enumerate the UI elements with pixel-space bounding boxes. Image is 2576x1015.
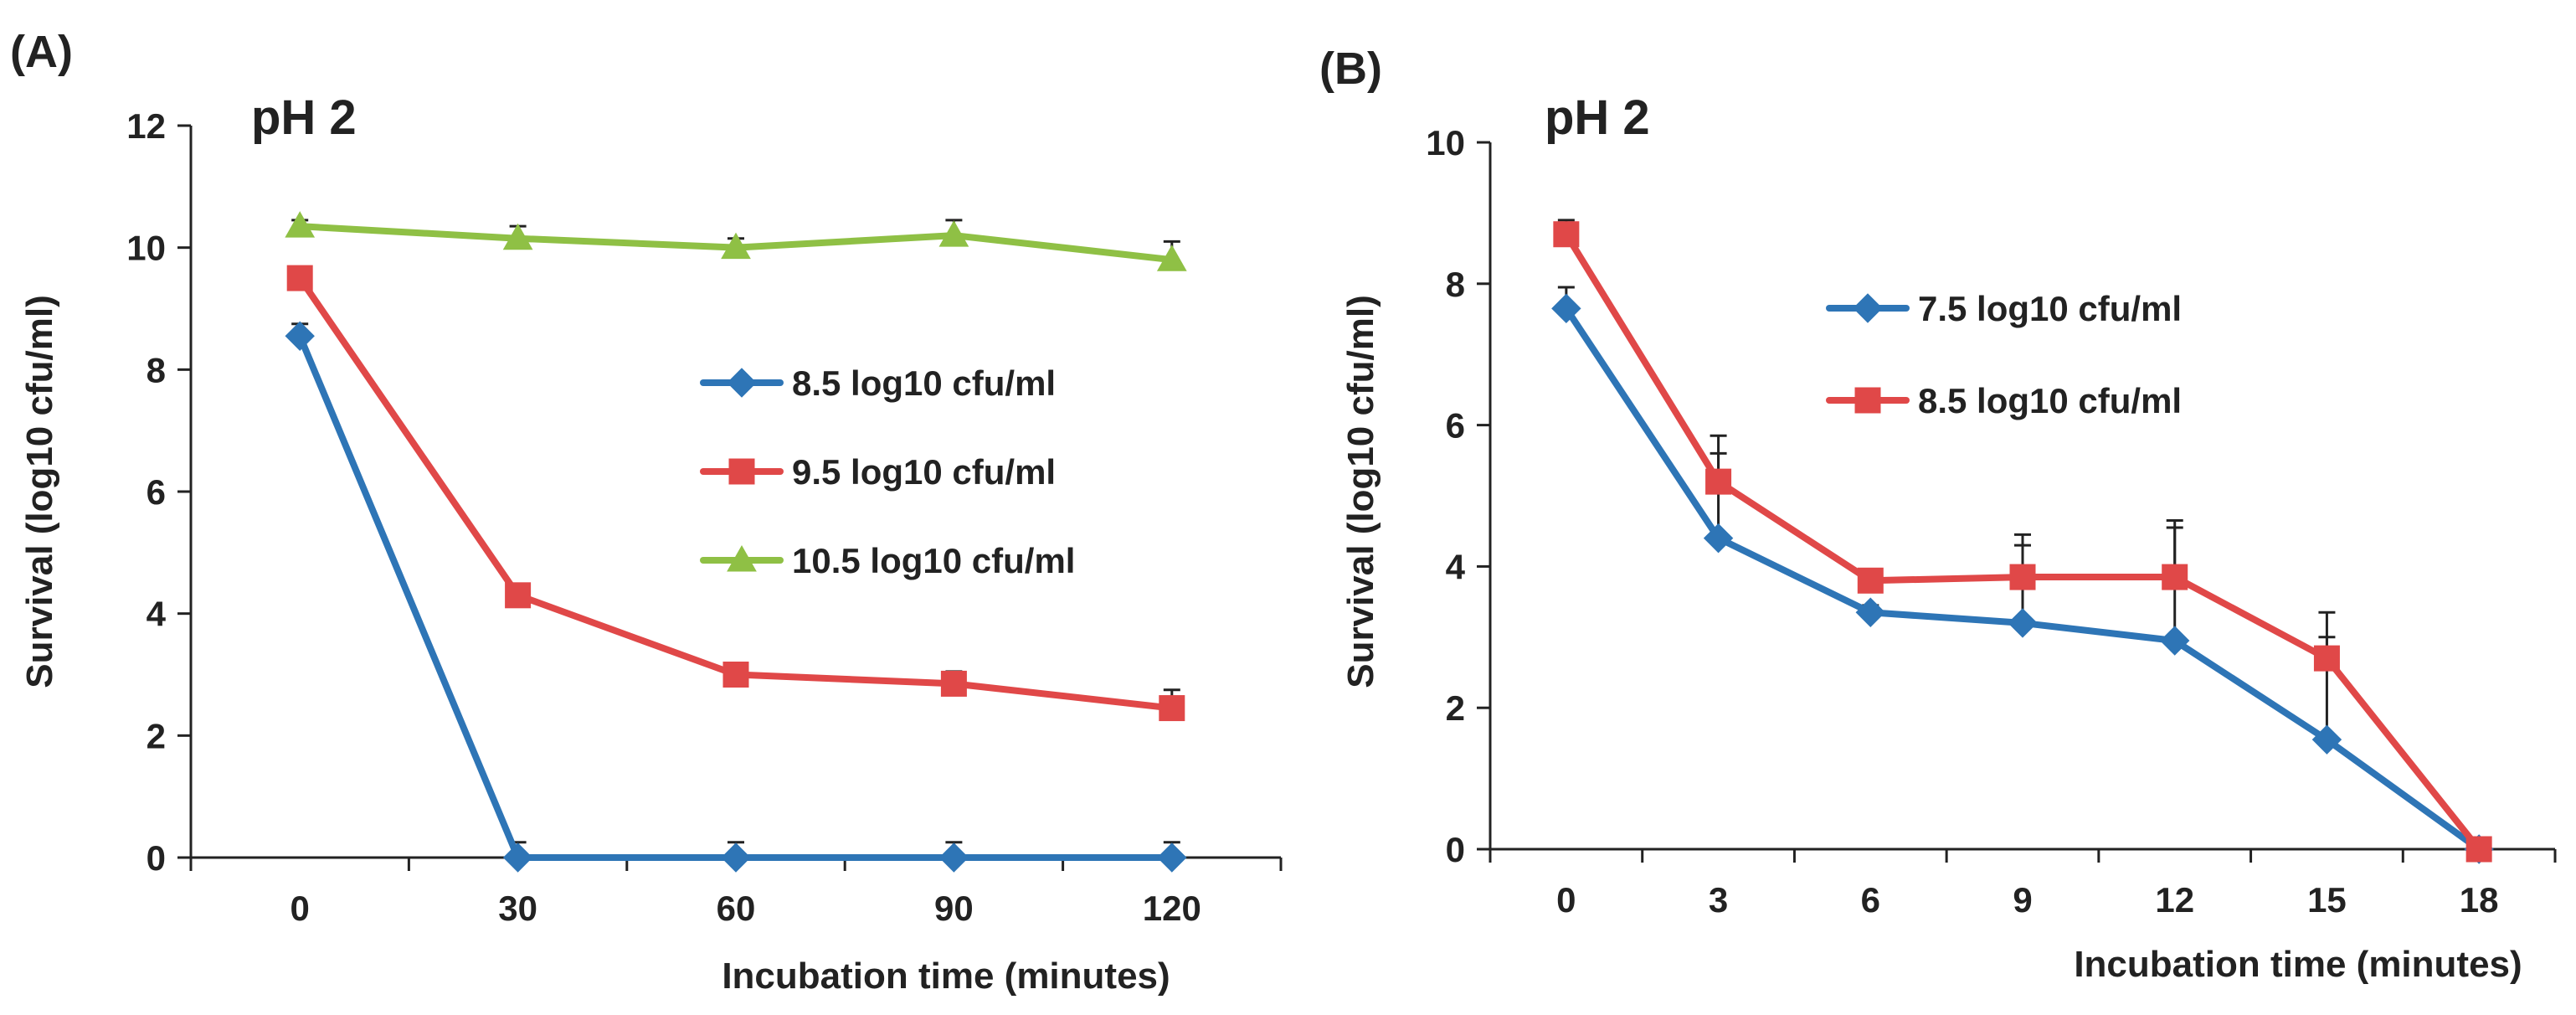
data-point-b-s0-p2 <box>1855 597 1885 627</box>
data-point-b-s1-p0 <box>1553 221 1580 248</box>
data-point-b-s1-p5 <box>2313 645 2340 672</box>
y-tick-label-a-4: 4 <box>147 595 167 634</box>
y-axis-label-a: Survival (log10 cfu/ml) <box>19 295 60 688</box>
data-point-b-s1-p1 <box>1705 468 1732 495</box>
legend-a: 8.5 log10 cfu/ml 9.5 log10 cfu/ml 10.5 log… <box>700 363 1075 580</box>
data-point-b-s0-p5 <box>2311 724 2342 755</box>
data-point-a-s0-p2 <box>721 842 751 873</box>
x-tick-label-a-0: 0 <box>291 889 310 928</box>
y-tick-label-b-2: 2 <box>1446 688 1465 728</box>
legend-label-b-0: 7.5 log10 cfu/ml <box>1918 289 2182 328</box>
legend-marker-b-1 <box>1854 387 1881 414</box>
x-tick-label-b-9: 9 <box>2013 880 2032 920</box>
y-tick-label-a-0: 0 <box>147 838 166 878</box>
x-tick-label-a-30: 30 <box>498 889 537 928</box>
data-point-a-s0-p1 <box>502 842 533 873</box>
y-tick-label-b-8: 8 <box>1446 265 1465 304</box>
x-tick-label-b-12: 12 <box>2155 880 2194 920</box>
chart-title-a: pH 2 <box>251 90 357 145</box>
data-point-a-s1-p2 <box>722 662 749 688</box>
legend-marker-a-2 <box>727 544 757 572</box>
data-point-b-s0-p1 <box>1703 523 1734 554</box>
y-tick-label-b-0: 0 <box>1446 830 1465 869</box>
x-tick-label-b-3: 3 <box>1709 880 1728 920</box>
y-tick-label-b-10: 10 <box>1426 123 1465 162</box>
x-tick-label-b-15: 15 <box>2307 880 2347 920</box>
data-point-b-s0-p4 <box>2160 626 2190 656</box>
data-point-b-s0-p3 <box>2008 608 2038 638</box>
data-point-a-s2-p0 <box>285 211 316 238</box>
y-tick-label-a-10: 10 <box>126 229 166 268</box>
data-point-a-s1-p0 <box>286 265 313 291</box>
x-tick-label-a-60: 60 <box>717 889 756 928</box>
legend-label-a-2: 10.5 log10 cfu/ml <box>792 541 1075 580</box>
legend-marker-a-1 <box>728 458 755 485</box>
legend-b: 7.5 log10 cfu/ml 8.5 log10 cfu/ml <box>1826 289 2182 420</box>
data-point-a-s1-p4 <box>1159 695 1185 722</box>
legend-label-b-1: 8.5 log10 cfu/ml <box>1918 381 2182 420</box>
x-tick-label-a-90: 90 <box>934 889 974 928</box>
x-axis-label-a: Incubation time (minutes) <box>722 956 1170 997</box>
data-point-a-s1-p3 <box>940 670 967 697</box>
series-line-a-0 <box>296 332 1175 861</box>
panel-label-a: (A) <box>10 27 73 77</box>
legend-label-a-0: 8.5 log10 cfu/ml <box>792 363 1056 403</box>
x-tick-label-b-18: 18 <box>2460 880 2499 920</box>
data-point-a-s2-p4 <box>1156 245 1187 271</box>
data-point-b-s1-p4 <box>2162 564 2188 590</box>
legend-label-a-1: 9.5 log10 cfu/ml <box>792 452 1056 492</box>
data-point-b-s0-p0 <box>1551 293 1581 324</box>
data-point-b-s1-p2 <box>1857 567 1884 594</box>
data-point-b-s1-p6 <box>2465 836 2492 863</box>
data-point-a-s2-p2 <box>721 232 751 260</box>
y-tick-label-a-12: 12 <box>126 106 166 146</box>
data-point-a-s2-p1 <box>502 223 533 250</box>
y-tick-label-a-6: 6 <box>147 472 166 512</box>
x-tick-label-b-6: 6 <box>1861 880 1880 920</box>
data-point-a-s2-p3 <box>938 220 969 247</box>
y-axis-label-b: Survival (log10 cfu/ml) <box>1340 295 1381 688</box>
legend-marker-a-0 <box>727 368 757 398</box>
panel-label-b: (B) <box>1319 44 1382 94</box>
data-point-b-s1-p3 <box>2009 564 2036 590</box>
data-point-a-s0-p4 <box>1157 842 1187 873</box>
x-axis-label-b: Incubation time (minutes) <box>2074 944 2522 985</box>
x-tick-label-a-120: 120 <box>1143 889 1201 928</box>
x-tick-label-b-0: 0 <box>1556 880 1576 920</box>
data-point-a-s0-p3 <box>938 842 969 873</box>
legend-marker-b-0 <box>1853 293 1883 323</box>
y-tick-label-b-6: 6 <box>1446 406 1465 446</box>
data-point-a-s1-p1 <box>505 582 532 609</box>
y-tick-label-a-8: 8 <box>147 350 166 389</box>
chart-panel-b: (B) pH 2 0 2 4 6 8 10 0 3 6 9 12 15 18 Incubation time … <box>1319 44 2557 985</box>
data-point-a-s0-p0 <box>285 321 315 351</box>
y-tick-label-a-2: 2 <box>147 716 166 755</box>
chart-title-b: pH 2 <box>1545 90 1650 145</box>
y-tick-label-b-4: 4 <box>1446 547 1466 586</box>
